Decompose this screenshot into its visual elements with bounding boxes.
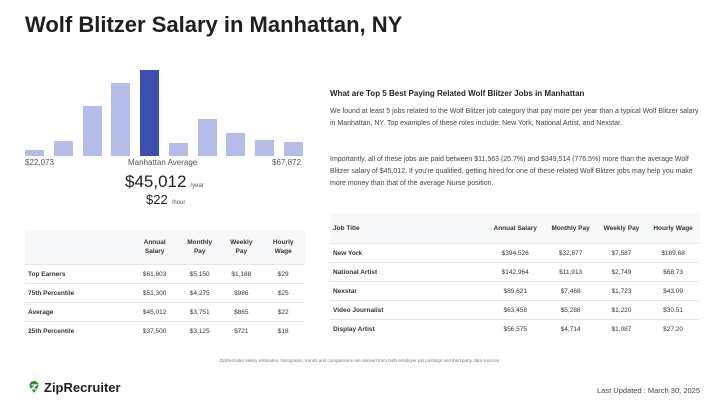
annual-cell: $56,575: [486, 319, 545, 338]
ziprecruiter-logo-icon: [29, 381, 39, 393]
related-jobs-heading: What are Top 5 Best Paying Related Wolf …: [330, 89, 585, 98]
monthly-cell: $3,751: [178, 302, 222, 322]
weekly-cell: $986: [221, 283, 262, 303]
weekly-cell: $1,723: [596, 281, 647, 301]
hourly-cell: $25: [261, 283, 305, 303]
column-header: [25, 230, 131, 265]
annual-unit: /year: [190, 183, 204, 189]
salary-histogram: [25, 70, 303, 156]
job-title-cell: Video Journalist: [330, 300, 486, 320]
hourly-cell: $22: [261, 302, 305, 322]
column-header: Annual Salary: [493, 224, 537, 232]
column-header: Hourly Wage: [272, 239, 294, 255]
histogram-bar: [140, 70, 160, 156]
hourly-cell: $68.73: [646, 262, 700, 282]
monthly-cell: $5,150: [178, 264, 222, 284]
monthly-cell: $32,877: [544, 243, 597, 263]
monthly-cell: $4,275: [178, 283, 222, 303]
annual-salary-value: $45,012: [125, 172, 187, 191]
average-annual-salary: $45,012/year: [125, 172, 204, 192]
table-row: 25th Percentile $37,500 $3,125 $721 $18: [25, 321, 305, 340]
table-row: Display Artist $56,575 $4,714 $1,087 $27…: [330, 319, 700, 338]
table-row: New York $394,526 $32,877 $7,587 $189.68: [330, 243, 700, 263]
histogram-max-label: $67,872: [272, 158, 301, 167]
hourly-cell: $30.51: [646, 300, 700, 320]
column-header: Job Title: [333, 224, 360, 232]
histogram-bar: [255, 139, 275, 156]
histogram-bar: [168, 143, 188, 156]
job-title-cell: Nexstar: [330, 281, 486, 301]
histogram-bar: [197, 119, 217, 156]
column-header: Monthly Pay: [551, 224, 590, 232]
hourly-cell: $18: [261, 321, 305, 340]
column-header: Monthly Pay: [187, 239, 213, 255]
column-header: Hourly Wage: [653, 224, 693, 232]
row-label: 75th Percentile: [25, 283, 131, 303]
monthly-cell: $3,125: [178, 321, 222, 340]
annual-cell: $51,300: [131, 283, 179, 303]
monthly-cell: $7,468: [544, 281, 597, 301]
hourly-cell: $27.20: [646, 319, 700, 338]
row-label: 25th Percentile: [25, 321, 131, 340]
hourly-cell: $43.09: [646, 281, 700, 301]
job-title-cell: Display Artist: [330, 319, 486, 338]
table-row: Average $45,012 $3,751 $865 $22: [25, 302, 305, 322]
related-jobs-table: Job Title Annual Salary Monthly Pay Week…: [330, 213, 700, 338]
hourly-cell: $29: [261, 264, 305, 284]
hourly-cell: $189.68: [646, 243, 700, 263]
table-row: Video Journalist $63,458 $5,288 $1,220 $…: [330, 300, 700, 320]
histogram-bar: [25, 149, 44, 156]
annual-cell: $45,012: [131, 302, 179, 322]
annual-cell: $37,500: [131, 321, 179, 340]
table-row: Nexstar $89,621 $7,468 $1,723 $43.09: [330, 281, 700, 301]
hourly-unit: /hour: [171, 200, 186, 206]
hourly-wage-value: $22: [146, 192, 168, 207]
monthly-cell: $5,288: [544, 300, 597, 320]
weekly-cell: $1,188: [221, 264, 262, 284]
weekly-cell: $7,587: [596, 243, 647, 263]
related-jobs-paragraph-1: We found at least 5 jobs related to the …: [330, 108, 699, 127]
histogram-center-label: Manhattan Average: [128, 158, 198, 167]
annual-cell: $61,803: [131, 264, 179, 284]
ziprecruiter-logo[interactable]: ZipRecruiter: [27, 380, 121, 395]
table-row: 75th Percentile $51,300 $4,275 $986 $25: [25, 283, 305, 303]
histogram-bar: [111, 82, 131, 156]
row-label: Average: [25, 302, 131, 322]
histogram-bar: [284, 142, 303, 156]
table-row: Top Earners $61,803 $5,150 $1,188 $29: [25, 264, 305, 284]
column-header: Weekly Pay: [603, 224, 640, 232]
weekly-cell: $721: [221, 321, 262, 340]
weekly-cell: $2,749: [596, 262, 647, 282]
last-updated: Last Updated : March 30, 2025: [597, 386, 700, 395]
percentile-table: Annual Salary Monthly Pay Weekly Pay Hou…: [25, 230, 305, 340]
weekly-cell: $865: [221, 302, 262, 322]
page-title: Wolf Blitzer Salary in Manhattan, NY: [25, 12, 403, 37]
weekly-cell: $1,087: [596, 319, 647, 338]
data-source-footnote: ZipRecruiter salary estimates, histogram…: [219, 358, 501, 363]
column-header: Weekly Pay: [230, 239, 253, 255]
brand-name: ZipRecruiter: [44, 380, 121, 395]
job-title-cell: New York: [330, 243, 486, 263]
table-header-row: Annual Salary Monthly Pay Weekly Pay Hou…: [25, 230, 305, 265]
job-title-cell: National Artist: [330, 262, 486, 282]
related-jobs-paragraph-2: Importantly, all of these jobs are paid …: [330, 156, 693, 187]
row-label: Top Earners: [25, 264, 131, 284]
table-row: National Artist $142,964 $11,913 $2,749 …: [330, 262, 700, 282]
histogram-bar: [226, 132, 246, 156]
weekly-cell: $1,220: [596, 300, 647, 320]
histogram-min-label: $22,073: [25, 158, 54, 167]
monthly-cell: $4,714: [544, 319, 597, 338]
annual-cell: $89,621: [486, 281, 545, 301]
annual-cell: $394,526: [486, 243, 545, 263]
histogram-bar: [53, 140, 73, 156]
monthly-cell: $11,913: [544, 262, 597, 282]
annual-cell: $63,458: [486, 300, 545, 320]
annual-cell: $142,964: [486, 262, 545, 282]
average-hourly-wage: $22/hour: [146, 192, 185, 207]
column-header: Annual Salary: [143, 239, 166, 255]
table-header-row: Job Title Annual Salary Monthly Pay Week…: [330, 213, 700, 244]
histogram-bar: [82, 106, 102, 156]
